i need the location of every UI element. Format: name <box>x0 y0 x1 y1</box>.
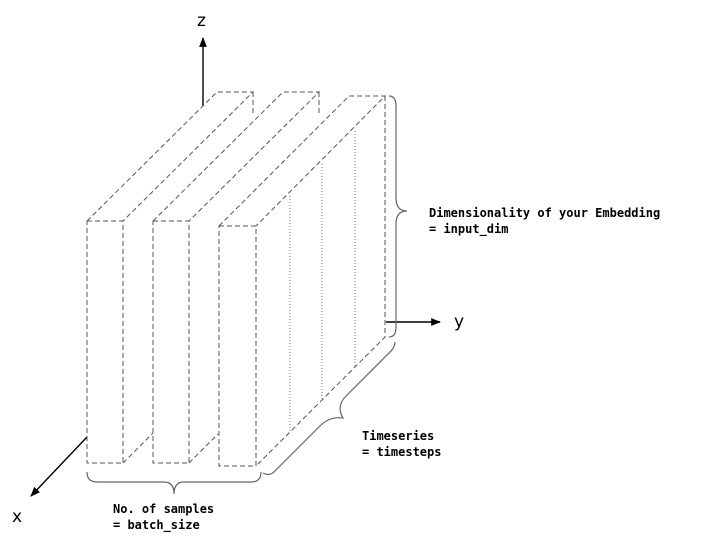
y-axis-label: y <box>454 312 464 332</box>
timesteps-brace <box>262 341 396 476</box>
sample-slab-3 <box>218 95 387 467</box>
x-axis-label: x <box>12 507 22 527</box>
samples-label-value: = batch_size <box>113 518 200 533</box>
embedding-label-value: = input_dim <box>429 222 508 237</box>
embedding-label: Dimensionality of your Embedding <box>429 206 660 220</box>
z-axis-label: z <box>197 11 206 31</box>
timeseries-label-value: = timesteps <box>362 445 441 459</box>
timeseries-label: Timeseries <box>362 429 434 443</box>
batch-brace <box>86 471 262 495</box>
embedding-brace <box>388 95 408 338</box>
sample-slab-2 <box>152 91 321 464</box>
samples-label: No. of samples <box>113 502 214 516</box>
x-axis <box>30 436 88 497</box>
